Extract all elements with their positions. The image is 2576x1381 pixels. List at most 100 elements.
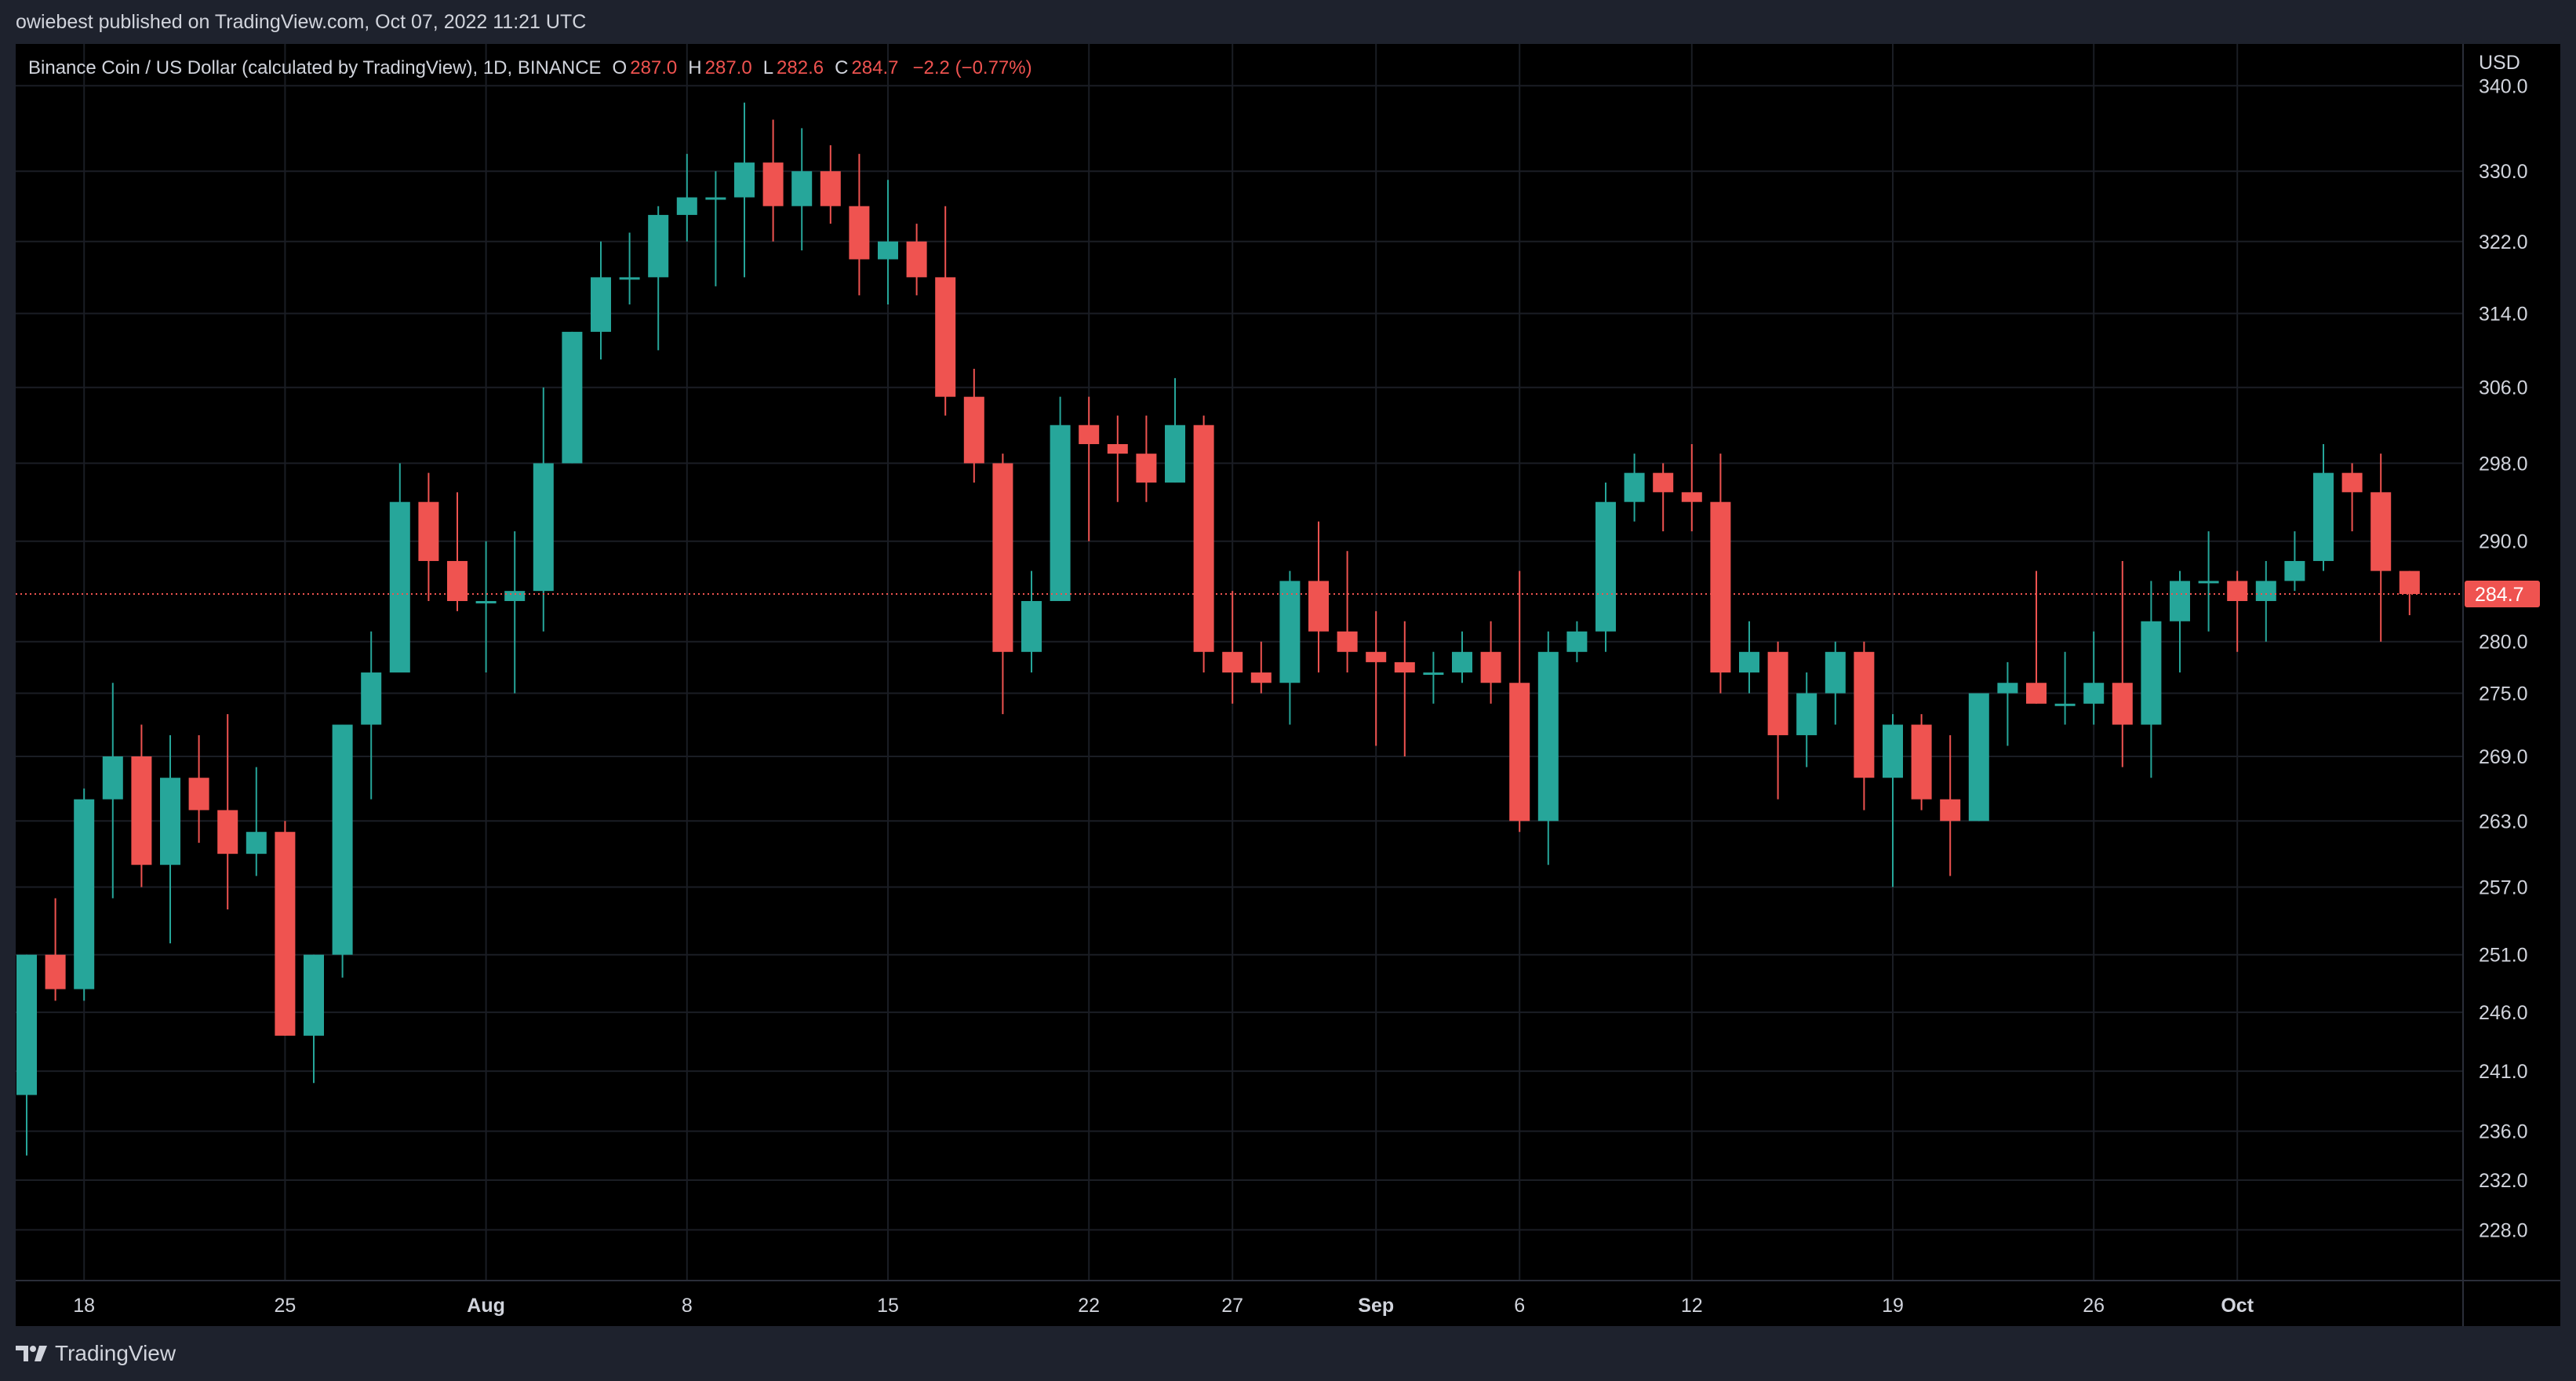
candle-body — [1940, 799, 1961, 822]
candle — [1595, 482, 1616, 652]
candle — [1825, 641, 1846, 725]
candle-body — [1050, 425, 1071, 601]
price-tick-label: 232.0 — [2479, 1170, 2528, 1192]
candle — [2255, 560, 2276, 642]
candle — [1193, 415, 1214, 673]
candle — [361, 631, 382, 800]
candle-body — [1279, 581, 1301, 683]
open-value: 287.0 — [630, 57, 678, 78]
currency-label: USD — [2479, 52, 2520, 74]
candle — [275, 821, 296, 1036]
candle-body — [1423, 672, 1444, 676]
price-tick-label: 228.0 — [2479, 1219, 2528, 1241]
symbol-title[interactable]: Binance Coin / US Dollar (calculated by … — [28, 57, 602, 78]
price-tick-label: 246.0 — [2479, 1002, 2528, 1024]
candle-body — [1767, 651, 1788, 735]
price-tick-label: 306.0 — [2479, 377, 2528, 399]
candle — [1394, 621, 1415, 756]
candle-body — [1366, 651, 1387, 662]
candle-body — [2284, 560, 2305, 581]
candle — [160, 734, 180, 944]
candle — [820, 145, 841, 224]
candle-body — [935, 277, 956, 397]
candle — [2141, 581, 2162, 778]
time-tick-label: Oct — [2221, 1295, 2254, 1317]
candle — [1279, 570, 1301, 725]
candle-body — [1739, 651, 1759, 673]
candle-body — [389, 501, 410, 673]
price-tick-label: 263.0 — [2479, 811, 2528, 833]
candle-body — [791, 171, 813, 206]
symbol-legend[interactable]: Binance Coin / US Dollar (calculated by … — [28, 55, 1032, 82]
candle — [676, 154, 697, 242]
candle-body — [1566, 631, 1588, 652]
candle — [131, 724, 152, 887]
candle-body — [1394, 661, 1415, 673]
candle — [246, 767, 267, 876]
candle — [791, 128, 813, 251]
time-tick-label: 25 — [274, 1295, 296, 1317]
candle-body — [246, 832, 267, 854]
chart-pane[interactable] — [16, 44, 2560, 1326]
candle-body — [1681, 492, 1702, 502]
candle-body — [131, 756, 152, 865]
candle-body — [2112, 683, 2133, 725]
candle-body — [2341, 472, 2363, 493]
candle — [188, 734, 209, 844]
time-tick-label: 26 — [2083, 1295, 2105, 1317]
candle-body — [1624, 472, 1645, 502]
candle-body — [992, 463, 1013, 652]
candle — [447, 492, 468, 611]
candle — [102, 683, 123, 898]
candle-body — [1537, 651, 1559, 822]
candle-body — [74, 799, 95, 989]
candle-body — [1222, 651, 1243, 673]
time-tick-label: 6 — [1514, 1295, 1525, 1317]
candle-body — [2141, 621, 2162, 725]
candle — [1883, 714, 1903, 887]
candle-body — [2054, 703, 2076, 706]
candle — [217, 714, 238, 910]
high-value: 287.0 — [704, 57, 752, 78]
candle — [1308, 521, 1329, 673]
candle — [2026, 570, 2047, 704]
candle — [1854, 641, 1875, 811]
candle-body — [963, 396, 984, 464]
candle — [16, 954, 37, 1156]
candle — [2313, 443, 2334, 571]
candle — [1681, 443, 1702, 532]
candle — [1079, 396, 1100, 541]
candle — [1940, 734, 1961, 876]
candle-body — [1883, 724, 1903, 778]
price-tick-label: 257.0 — [2479, 877, 2528, 899]
candle — [1739, 621, 1759, 694]
price-axis[interactable]: 340.0 330.0 322.0 314.0 306.0 298.0 290.0 280.0… — [2479, 75, 2528, 1241]
candle-body — [2313, 472, 2334, 561]
candle-body — [1250, 672, 1272, 683]
candle — [2227, 570, 2248, 652]
price-tick-label: 241.0 — [2479, 1061, 2528, 1083]
close-value: 284.7 — [851, 57, 899, 78]
candle — [418, 472, 439, 601]
time-axis[interactable]: 18 25 Aug 8 15 22 27 Sep 6 12 19 26 Oct — [73, 1295, 2254, 1317]
price-tick-label: 298.0 — [2479, 453, 2528, 475]
candle — [1480, 621, 1501, 704]
candle-body — [2198, 581, 2219, 584]
candle-body — [1165, 425, 1185, 483]
candle — [2284, 531, 2305, 592]
candle-body — [1337, 631, 1358, 652]
candle — [1710, 454, 1731, 694]
candle — [1796, 672, 1817, 767]
candle-body — [2227, 581, 2248, 601]
candle-body — [2255, 581, 2276, 601]
candle — [2170, 570, 2190, 673]
candle — [963, 368, 984, 483]
time-tick-label: 22 — [1078, 1295, 1100, 1317]
candle — [734, 102, 755, 278]
candle-body — [418, 501, 439, 561]
candle — [849, 154, 870, 296]
low-value: 282.6 — [777, 57, 824, 78]
candle — [2054, 651, 2076, 725]
tradingview-logo[interactable]: TradingView — [16, 1341, 176, 1366]
